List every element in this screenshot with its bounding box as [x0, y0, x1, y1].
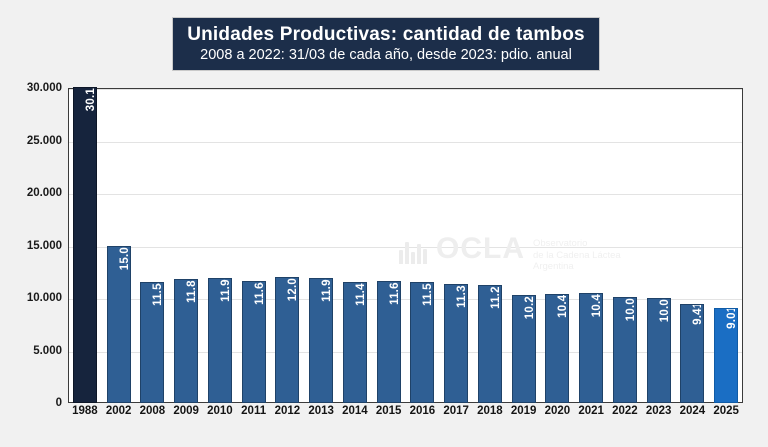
bar[interactable]: 11.929	[207, 277, 232, 403]
bar-value-label: 10.005	[658, 297, 671, 323]
bar-value-label: 11.666	[388, 280, 401, 305]
chart-title: Unidades Productivas: cantidad de tambos	[187, 23, 585, 45]
bar[interactable]: 11.666	[376, 280, 401, 403]
bar-value-label: 9.413	[692, 304, 705, 326]
bar[interactable]: 11.826	[174, 278, 199, 403]
x-axis-tick-label: 2015	[375, 405, 402, 417]
bar-value-label: 12.003	[287, 276, 300, 302]
x-axis-tick-label: 2023	[645, 405, 672, 417]
bar-value-label: 11.826	[186, 278, 199, 303]
bar[interactable]: 11.326	[444, 284, 469, 403]
gridline	[69, 194, 742, 195]
bar-value-label: 11.542	[152, 281, 165, 306]
x-axis-tick-label: 2024	[679, 405, 706, 417]
x-axis-tick-label: 2021	[578, 405, 604, 417]
y-axis: 30.000 25.000 20.000 15.000 10.000 5.000 0	[0, 82, 62, 409]
bar[interactable]: 12.003	[275, 276, 300, 403]
bar-value-label: 11.531	[422, 281, 435, 306]
y-axis-tick-label: 20.000	[26, 187, 62, 199]
bar[interactable]: 30.131	[72, 86, 97, 403]
x-axis-tick-label: 2010	[207, 405, 233, 417]
bar-value-label: 15.000	[118, 245, 131, 270]
bar-value-label: 11.922	[321, 277, 334, 302]
y-axis-tick-label: 25.000	[26, 134, 62, 147]
x-axis-tick-label: 2014	[342, 405, 368, 417]
y-axis-tick-label: 0	[55, 397, 62, 409]
x-axis-tick-label: 2017	[443, 405, 469, 417]
bar-value-label: 11.273	[489, 284, 502, 309]
bar-value-label: 30.131	[84, 86, 97, 111]
bar[interactable]: 10.287	[511, 295, 536, 403]
bar-value-label: 11.326	[456, 284, 469, 308]
bar[interactable]: 11.531	[410, 281, 435, 403]
bar[interactable]: 10.411	[545, 293, 570, 403]
gridline	[69, 141, 742, 143]
chart-title-banner: Unidades Productivas: cantidad de tambos…	[172, 17, 600, 71]
x-axis-tick-label: 2013	[308, 405, 334, 417]
bar[interactable]: 11.922	[309, 277, 334, 403]
x-axis-tick-label: 2018	[477, 405, 503, 417]
bar[interactable]: 10.005	[646, 297, 671, 403]
bar[interactable]: 10.446	[579, 293, 604, 403]
bars-layer: 30.131 15.000 11.542 11.826 11.929 11.646 12.0…	[68, 86, 743, 403]
bar[interactable]: 11.497	[342, 282, 367, 403]
y-axis-tick-label: 15.000	[26, 239, 62, 252]
x-axis-tick-label: 2012	[274, 405, 301, 417]
x-axis-tick-label: 2008	[139, 405, 166, 417]
x-axis-tick-label: 2022	[612, 405, 638, 417]
bar[interactable]: 9.413	[680, 304, 705, 403]
bar-value-label: 11.646	[253, 280, 266, 305]
x-axis-tick-label: 2016	[409, 405, 436, 417]
x-axis-tick-label: 2002	[105, 405, 132, 417]
x-axis: 1988 2002 2008 2009 2010 2011 2012 2013 2014 2015…	[68, 405, 743, 427]
x-axis-tick-label: 1988	[72, 405, 98, 417]
y-axis-tick-label: 10.000	[26, 292, 62, 304]
chart-subtitle: 2008 a 2022: 31/03 de cada año, desde 20…	[200, 46, 572, 63]
bar-value-label: 9.013	[726, 308, 739, 330]
bar-value-label: 10.411	[557, 293, 570, 318]
x-axis-tick-label: 2025	[713, 405, 739, 417]
x-axis-tick-label: 2009	[173, 405, 199, 417]
x-axis-tick-label: 2011	[241, 405, 267, 417]
bar[interactable]: 15.000	[106, 245, 131, 403]
bar[interactable]: 11.273	[477, 284, 502, 403]
y-axis-tick-label: 5.000	[33, 344, 62, 357]
bar-value-label: 10.076	[624, 297, 637, 322]
y-axis-tick-label: 30.000	[26, 82, 62, 94]
bar[interactable]: 11.646	[241, 280, 266, 403]
bar-value-label: 11.929	[219, 277, 232, 302]
bar[interactable]: 9.013	[714, 308, 739, 403]
gridline	[69, 351, 742, 353]
x-axis-tick-label: 2019	[510, 405, 537, 417]
bar[interactable]: 11.542	[140, 281, 165, 403]
gridline	[69, 89, 742, 90]
bar-value-label: 11.497	[354, 282, 367, 307]
x-axis-tick-label: 2020	[544, 405, 571, 417]
gridline	[69, 299, 742, 300]
bar-value-label: 10.446	[591, 293, 604, 318]
bar-value-label: 10.287	[523, 295, 536, 320]
bar[interactable]: 10.076	[612, 297, 637, 403]
